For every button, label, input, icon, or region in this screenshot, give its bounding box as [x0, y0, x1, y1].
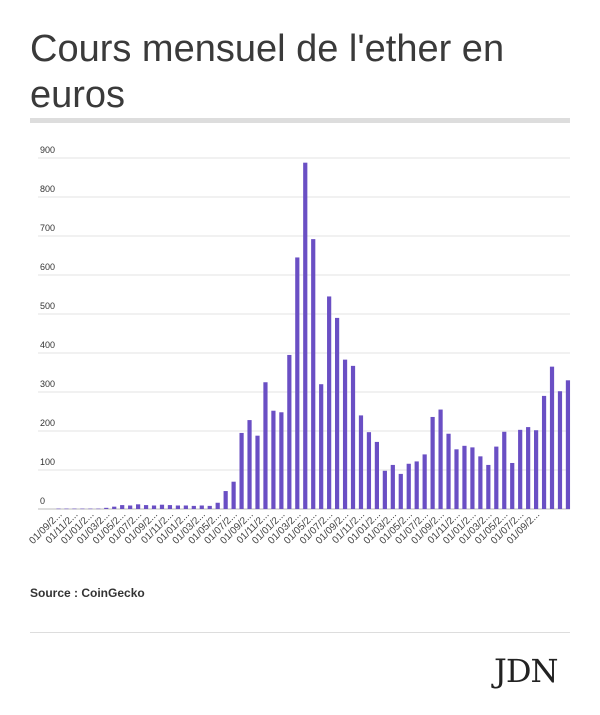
bar: [549, 366, 555, 509]
bar: [112, 506, 117, 509]
y-tick-label: 800: [40, 184, 55, 194]
bar: [303, 162, 308, 509]
bar: [239, 432, 244, 509]
bar: [319, 384, 324, 509]
bar: [518, 429, 523, 509]
bar: [295, 257, 300, 509]
footer-divider: [30, 632, 570, 633]
bar: [56, 508, 61, 510]
bar: [390, 464, 395, 509]
bar: [462, 445, 467, 509]
bar: [557, 391, 563, 509]
bar: [470, 447, 475, 509]
bar-chart: 0 100 200 300 400 500 600 700 800 900 01/09/2...0…: [27, 145, 571, 547]
bar: [199, 505, 204, 509]
bar: [311, 239, 316, 509]
bar: [438, 409, 443, 509]
bar: [358, 415, 364, 509]
bar: [231, 481, 236, 509]
bar: [64, 508, 69, 510]
y-tick-label: 200: [40, 418, 55, 428]
bar: [510, 462, 515, 509]
y-tick-label: 500: [40, 301, 55, 311]
y-tick-label: 400: [40, 340, 55, 350]
y-axis-tick-labels: 0 100 200 300 400 500 600 700 800 900: [40, 145, 55, 506]
bar: [414, 461, 419, 509]
bar: [175, 505, 180, 509]
bar: [279, 412, 284, 509]
bar: [454, 449, 459, 509]
x-axis-tick-labels: 01/09/2...01/11/2...01/01/2...01/03/2...…: [27, 509, 542, 546]
bar: [406, 463, 411, 509]
y-tick-label: 600: [40, 262, 55, 272]
jdn-logo: JDN: [494, 652, 558, 690]
y-tick-label: 700: [40, 223, 55, 233]
bar: [526, 427, 531, 509]
bar: [80, 508, 85, 510]
bar: [207, 505, 212, 509]
bars: [56, 162, 571, 510]
bar: [327, 296, 332, 509]
bar: [430, 416, 435, 509]
y-tick-label: 900: [40, 145, 55, 155]
bar: [159, 504, 165, 509]
bar: [502, 431, 507, 509]
bar: [120, 505, 125, 509]
bar: [96, 508, 101, 510]
bar: [191, 505, 196, 509]
y-tick-label: 0: [40, 496, 45, 506]
bar: [350, 365, 356, 509]
bar: [271, 410, 276, 509]
title-divider: [30, 118, 570, 123]
bar: [446, 433, 451, 509]
bar: [263, 382, 268, 509]
bar: [287, 354, 292, 509]
chart-title: Cours mensuel de l'ether en euros: [30, 28, 505, 116]
bar: [88, 508, 93, 510]
bar: [541, 395, 547, 509]
bar: [167, 505, 173, 509]
bar: [478, 456, 483, 509]
bar: [494, 446, 499, 509]
bar: [72, 508, 77, 510]
y-tick-label: 300: [40, 379, 55, 389]
bar: [366, 432, 372, 509]
bar: [255, 435, 260, 509]
bar: [143, 505, 149, 509]
bar: [486, 464, 491, 509]
bar: [398, 473, 403, 509]
bar: [128, 505, 133, 509]
bar: [136, 504, 141, 509]
bar: [335, 317, 340, 509]
bar: [382, 470, 387, 509]
bar: [215, 502, 220, 509]
bar: [183, 505, 188, 509]
bar: [342, 359, 348, 509]
bar: [422, 454, 427, 509]
bar: [247, 420, 252, 509]
bar: [534, 430, 539, 509]
source-note: Source : CoinGecko: [30, 586, 145, 600]
bar: [151, 505, 157, 509]
bar: [223, 491, 228, 509]
bar: [374, 441, 379, 509]
y-tick-label: 100: [40, 457, 55, 467]
bar: [565, 380, 571, 509]
bar: [104, 507, 109, 509]
